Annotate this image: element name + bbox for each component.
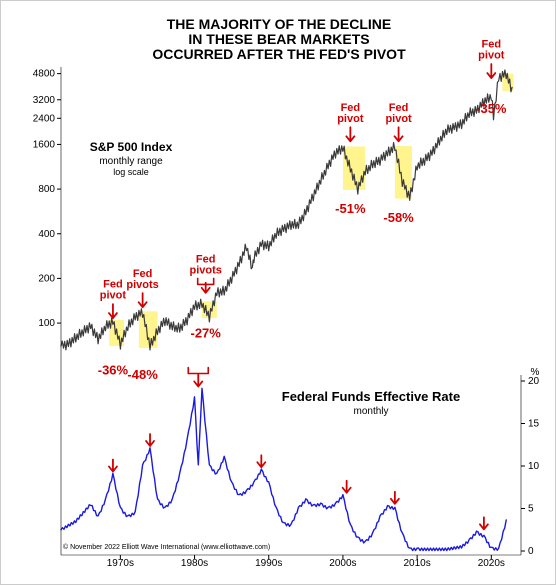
x-tick-label: 2010s (404, 558, 431, 569)
sp500-sublabel: monthly range (99, 156, 163, 167)
decline-pct: -48% (127, 367, 158, 382)
decline-pct: -35% (476, 101, 507, 116)
ffr-ytick: 5 (528, 504, 534, 515)
ffr-ytick: 10 (528, 461, 540, 472)
pivot-arrow-icon (109, 460, 117, 472)
decline-pct: -58% (383, 210, 414, 225)
decline-highlight (139, 311, 158, 348)
fed-pivot-label: pivots (126, 279, 158, 291)
fed-pivot-label: pivot (100, 290, 127, 302)
decline-pct: -27% (190, 325, 221, 340)
fed-pivot-label: pivot (337, 113, 364, 125)
ffr-line (61, 388, 506, 550)
ffr-sublabel: monthly (353, 406, 388, 417)
pivot-arrow-icon (194, 375, 202, 387)
fed-pivot-label: pivot (478, 50, 505, 62)
decline-pct: -51% (335, 201, 366, 216)
sp-ytick: 200 (38, 273, 55, 284)
sp-ytick: 3200 (33, 95, 56, 106)
chart-title-line: IN THESE BEAR MARKETS (188, 31, 369, 47)
x-tick-label: 2020s (478, 558, 505, 569)
sp500-sublabel2: log scale (113, 167, 149, 177)
pivot-arrow-icon (139, 293, 147, 307)
ffr-ytick: 15 (528, 419, 540, 430)
x-tick-label: 2000s (329, 558, 356, 569)
decline-highlight (343, 146, 365, 189)
pivot-arrow-icon (391, 492, 399, 504)
chart-title-line: OCCURRED AFTER THE FED'S PIVOT (152, 46, 406, 62)
x-tick-label: 1980s (181, 558, 208, 569)
fed-pivot-label: pivot (385, 113, 412, 125)
pivot-arrow-icon (395, 127, 403, 141)
x-tick-label: 1970s (107, 558, 134, 569)
chart-canvas: THE MAJORITY OF THE DECLINEIN THESE BEAR… (1, 1, 556, 586)
sp-ytick: 800 (38, 184, 55, 195)
sp-ytick: 4800 (33, 69, 56, 80)
x-tick-label: 1990s (255, 558, 282, 569)
pivot-arrow-icon (487, 64, 495, 78)
decline-pct: -36% (98, 363, 129, 378)
sp-ytick: 100 (38, 318, 55, 329)
sp-ytick: 1600 (33, 139, 56, 150)
ffr-unit: % (531, 367, 540, 378)
ffr-ytick: 0 (528, 546, 534, 557)
fed-pivot-label: pivots (189, 264, 221, 276)
pivot-arrow-icon (346, 127, 354, 141)
sp-ytick: 2400 (33, 113, 56, 124)
sp-ytick: 400 (38, 229, 55, 240)
sp500-label: S&P 500 Index (90, 140, 173, 154)
pivot-arrow-icon (480, 517, 488, 529)
pivot-arrow-icon (109, 304, 117, 318)
credit-line: © November 2022 Elliott Wave Internation… (63, 543, 270, 551)
pivot-arrow-icon (257, 455, 265, 467)
ffr-label: Federal Funds Effective Rate (282, 389, 460, 404)
pivot-arrow-icon (146, 434, 154, 446)
pivot-bracket-icon (188, 368, 208, 374)
decline-highlight (395, 146, 412, 199)
sp500-line (61, 70, 512, 350)
pivot-arrow-icon (343, 481, 351, 493)
chart-title-line: THE MAJORITY OF THE DECLINE (167, 16, 392, 32)
